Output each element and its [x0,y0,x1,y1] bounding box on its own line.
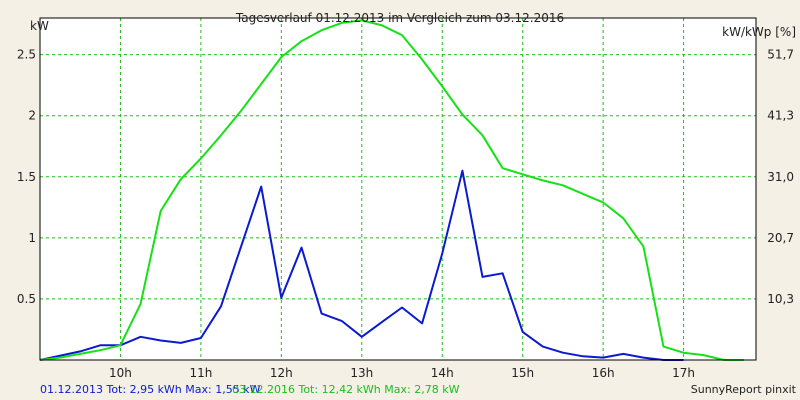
footer-stats-2013: 01.12.2013 Tot: 2,95 kWh Max: 1,55 kW [40,383,261,396]
series-layer [39,19,744,361]
plot-frame [39,17,757,361]
y-tick-label-left: 2.5 [17,48,36,62]
y-tick-label-right: 31,0 [767,170,794,184]
y-tick-label-right: 51,7 [767,48,794,62]
footer-stats-2016: 03.12.2016 Tot: 12,42 kWh Max: 2,78 kW [232,383,460,396]
x-tick-label: 17h [672,366,695,380]
y-tick-label-left: 0.5 [17,292,36,306]
plot-area [40,18,756,360]
x-tick-label: 10h [109,366,132,380]
y-tick-label-right: 10,3 [767,292,794,306]
y-tick-label-right: 20,7 [767,231,794,245]
x-tick-label: 11h [189,366,212,380]
series-line-2016 [39,19,744,361]
y-axis-left-label: kW [30,19,49,33]
series-line-2013 [39,169,684,361]
y-axis-right-label: kW/kWp [%] [722,25,796,39]
x-tick-label: 12h [270,366,293,380]
y-tick-label-left: 2 [28,109,36,123]
y-tick-label-right: 41,3 [767,109,794,123]
x-tick-label: 16h [592,366,615,380]
x-tick-label: 14h [431,366,454,380]
y-tick-label-left: 1 [28,231,36,245]
x-tick-label: 15h [511,366,534,380]
footer-credit: SunnyReport pinxit [691,383,797,396]
tick-labels: 10h 11h 12h 13h 14h 15h 16h 17h 0.5 1 1.5 2 2.5 10,3 2… [17,48,794,380]
chart-title: Tagesverlauf 01.12.2013 im Vergleich zum… [235,11,564,25]
x-tick-label: 13h [350,366,373,380]
y-tick-label-left: 1.5 [17,170,36,184]
